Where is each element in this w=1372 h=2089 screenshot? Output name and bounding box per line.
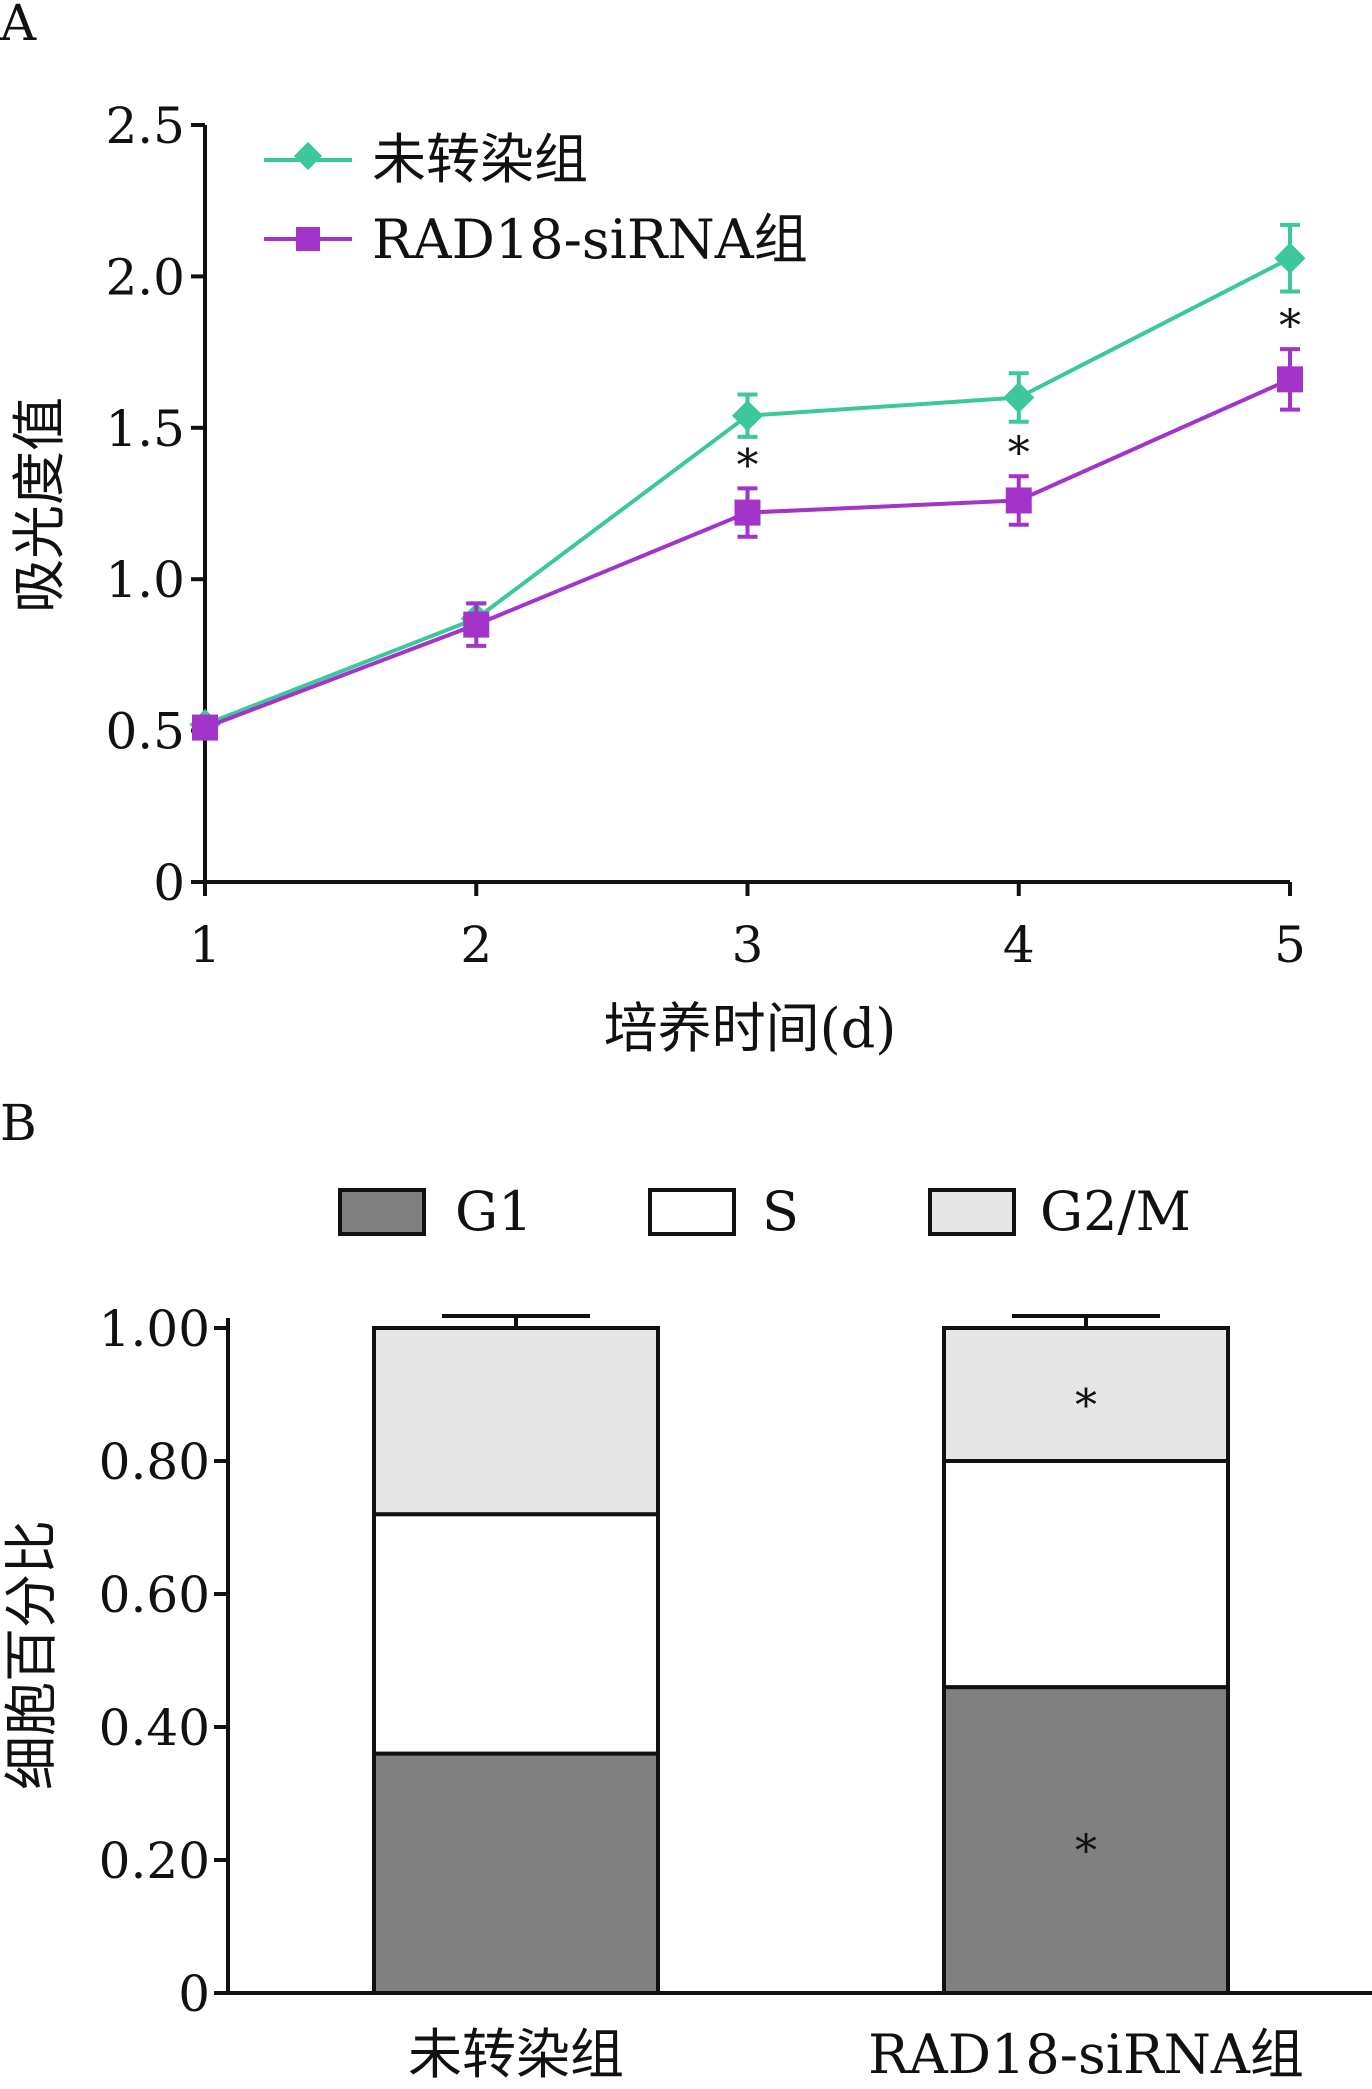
a-x-tick-label: 3 [732, 916, 764, 974]
b-y-tick-label: 0.80 [99, 1433, 210, 1491]
a-x-tick-label: 2 [460, 916, 492, 974]
b-y-tick-label: 0.40 [99, 1699, 210, 1757]
b-bar-segment-g1 [372, 1751, 660, 1995]
a-point-square [1005, 487, 1032, 514]
b-legend-swatch-g2m [928, 1188, 1016, 1236]
b-category-label: 未转染组 [408, 2023, 624, 2086]
a-significance-star: * [1279, 301, 1301, 352]
panel-b-label: B [0, 1094, 37, 1152]
a-legend-marker-diamond [293, 141, 323, 171]
a-y-tick-label: 0.5 [105, 703, 185, 761]
b-bar-segment-g2m [372, 1326, 660, 1517]
b-legend-swatch-s [648, 1188, 736, 1236]
a-point-diamond [1003, 381, 1035, 414]
b-y-tick-label: 0.60 [99, 1566, 210, 1624]
a-point-square [463, 611, 490, 638]
b-significance-star: * [1075, 1381, 1097, 1432]
b-y-tick-label: 1.00 [99, 1300, 210, 1358]
a-legend: 未转染组 RAD18-siRNA组 [264, 128, 808, 271]
a-y-tick-label: 2.5 [105, 97, 185, 155]
a-point-diamond [1274, 242, 1306, 274]
a-y-tick-label: 2.0 [105, 248, 185, 306]
a-x-tick-label: 1 [189, 916, 221, 974]
a-y-tick-label: 1.0 [105, 551, 185, 609]
a-significance-star: * [1008, 428, 1030, 479]
a-point-square [734, 499, 761, 526]
a-y-tick-label: 0 [153, 854, 185, 912]
b-bar-segment-g2m [942, 1326, 1230, 1463]
a-legend-marker-square [296, 227, 320, 251]
b-significance-star: * [1075, 1826, 1097, 1877]
b-y-tick-label: 0 [178, 1965, 210, 2023]
a-point-diamond [731, 400, 764, 432]
line-chart-panel-a: 0 0.5 1.0 1.5 2.0 2.5 1 2 3 4 5 * * * 未转染组 RAD18-si… [8, 97, 1306, 1060]
b-bar-segment-s [372, 1512, 660, 1756]
a-point-square [192, 714, 218, 741]
b-legend-label-g1: G1 [455, 1180, 533, 1243]
a-point-square [1277, 366, 1303, 393]
a-legend-label-series-1: 未转染组 [372, 128, 588, 191]
stacked-bar-chart-panel-b: G1 S G2/M 未转染组 * * RAD18-siRNA组 0 0.20 0.40 0.… [0, 1180, 1372, 2086]
b-y-axis-label: 细胞百分比 [0, 1520, 63, 1790]
a-x-tick-label: 5 [1274, 916, 1306, 974]
a-y-axis-label: 吸光度值 [8, 397, 71, 613]
b-legend-label-s: S [762, 1180, 799, 1243]
panel-a-label: A [0, 0, 37, 52]
b-y-tick-label: 0.20 [99, 1832, 210, 1890]
b-bar-segment-s [942, 1459, 1230, 1690]
a-x-tick-label: 4 [1003, 916, 1035, 974]
b-legend-swatch-g1 [338, 1188, 426, 1236]
b-legend-label-g2m: G2/M [1040, 1180, 1191, 1243]
a-significance-star: * [737, 440, 759, 491]
b-category-label: RAD18-siRNA组 [868, 2023, 1304, 2086]
a-x-axis-label: 培养时间(d) [604, 997, 897, 1060]
a-legend-label-series-2: RAD18-siRNA组 [372, 208, 808, 271]
b-legend: G1 S G2/M [338, 1180, 1191, 1243]
a-y-tick-label: 1.5 [105, 400, 185, 458]
